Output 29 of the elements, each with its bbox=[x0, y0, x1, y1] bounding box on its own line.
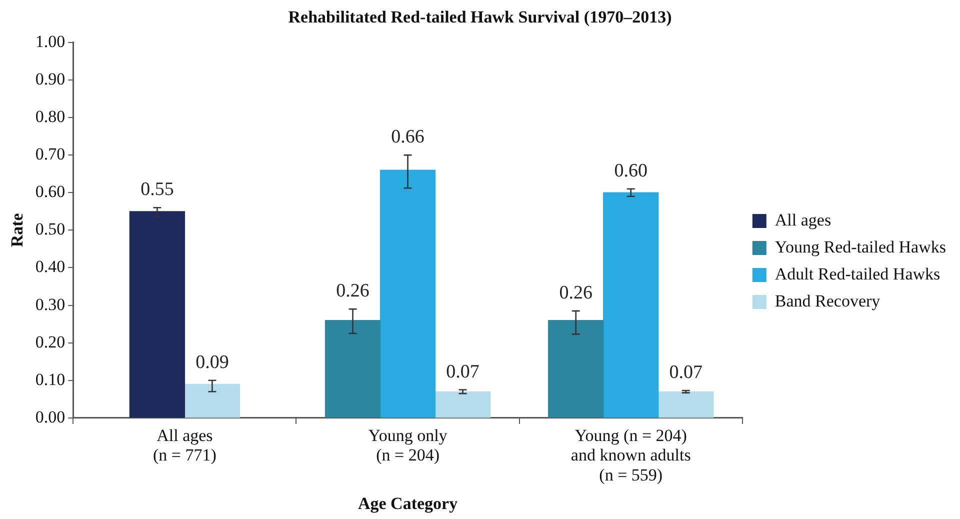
y-tick-label: 0.30 bbox=[35, 294, 66, 314]
y-tick-label: 0.60 bbox=[35, 182, 66, 202]
legend-label: Young Red-tailed Hawks bbox=[774, 237, 946, 256]
y-tick-label: 0.70 bbox=[35, 144, 66, 164]
legend-label: Band Recovery bbox=[774, 291, 881, 310]
y-tick-label: 0.80 bbox=[35, 106, 66, 126]
data-label: 0.07 bbox=[446, 361, 480, 382]
x-axis-title: Age Category bbox=[358, 494, 458, 514]
legend-label: All ages bbox=[774, 210, 832, 230]
x-tick-label: Young only (n = 204) bbox=[368, 426, 448, 465]
legend-label: Adult Red-tailed Hawks bbox=[774, 264, 940, 284]
y-tick-label: 0.90 bbox=[35, 69, 66, 88]
y-tick-label: 0.00 bbox=[35, 407, 66, 426]
data-label: 0.60 bbox=[614, 160, 648, 182]
y-tick-label: 1.00 bbox=[35, 32, 66, 51]
data-label: 0.66 bbox=[391, 126, 424, 148]
y-tick-label: 0.10 bbox=[35, 370, 66, 389]
x-tick-label: All ages (n = 771) bbox=[152, 426, 216, 465]
data-label: 0.26 bbox=[336, 280, 370, 302]
y-tick-label: 0.20 bbox=[35, 332, 66, 352]
y-axis-title: Rate bbox=[8, 212, 27, 248]
y-tick-label: 0.50 bbox=[35, 220, 66, 239]
y-tick-label: 0.40 bbox=[35, 257, 66, 276]
chart-title: Rehabilitated Red-tailed Hawk Survival (1970–2013) bbox=[288, 8, 672, 27]
data-label: 0.55 bbox=[140, 179, 174, 200]
data-label: 0.09 bbox=[196, 352, 229, 373]
data-label: 0.26 bbox=[559, 282, 592, 304]
x-tick-label: Young (n = 204) and known adults (n = 559) bbox=[570, 426, 691, 484]
data-label: 0.07 bbox=[669, 362, 702, 384]
